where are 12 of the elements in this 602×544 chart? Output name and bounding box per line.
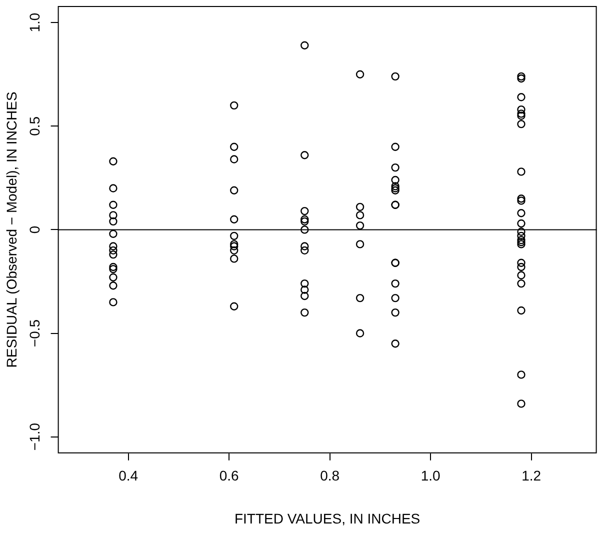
x-tick-label: 0.8 <box>320 468 340 484</box>
y-tick-label: 0.5 <box>26 116 43 136</box>
y-tick-label: 0 <box>26 226 43 234</box>
x-tick-label: 1.0 <box>420 468 441 484</box>
y-tick-label: −1.0 <box>26 422 43 451</box>
y-tick-label: 1.0 <box>26 12 43 32</box>
x-tick-label: 0.4 <box>118 468 138 484</box>
y-tick-label: −0.5 <box>26 319 43 348</box>
x-tick-label: 1.2 <box>522 468 542 484</box>
x-axis-title: FITTED VALUES, IN INCHES <box>234 510 420 526</box>
x-tick-label: 0.6 <box>219 468 240 484</box>
y-axis-title: RESIDUAL (Observed − Model), IN INCHES <box>3 92 20 368</box>
